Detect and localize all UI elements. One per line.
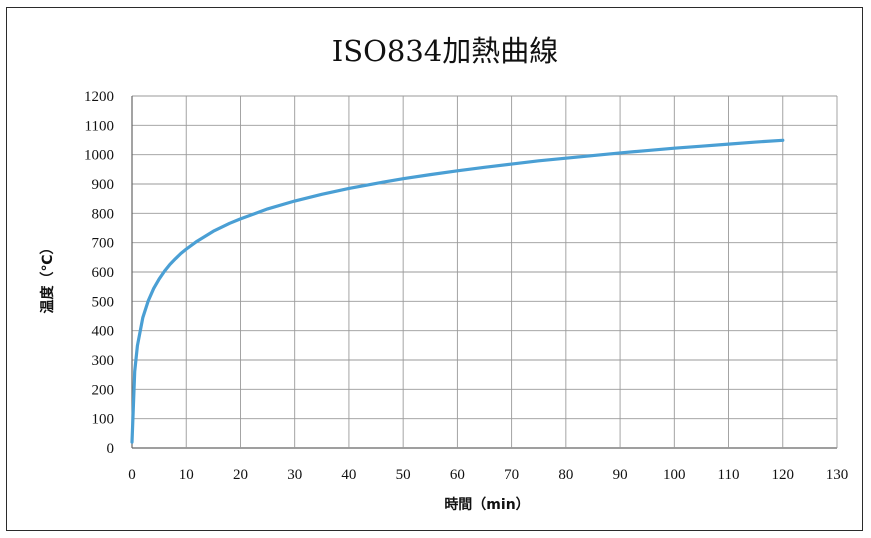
grid-layer [131, 95, 838, 449]
x-tick-labels: 0 10 20 30 40 50 60 70 80 90 100 110 120 130 [128, 467, 848, 483]
chart-title: ISO834加熱曲線 [332, 34, 558, 68]
y-tick-label: 300 [92, 353, 115, 369]
y-axis-label: 温度（℃） [39, 241, 56, 314]
y-tick-label: 600 [92, 265, 115, 281]
series-line [130, 138, 785, 444]
x-tick-label: 20 [233, 467, 248, 483]
x-tick-label: 110 [718, 467, 740, 483]
series-layer [130, 138, 785, 444]
y-tick-label: 700 [92, 236, 115, 252]
x-tick-label: 70 [504, 467, 519, 483]
x-tick-label: 0 [128, 467, 136, 483]
y-tick-labels: 0 100 200 300 400 500 600 700 800 900 1000 1100 1200 [84, 89, 114, 457]
x-tick-label: 10 [179, 467, 194, 483]
x-tick-label: 100 [663, 467, 686, 483]
x-axis-label: 時間（min） [444, 496, 529, 513]
x-tick-label: 120 [772, 467, 795, 483]
chart-frame [6, 7, 863, 531]
x-tick-label: 90 [613, 467, 628, 483]
y-tick-label: 800 [92, 206, 115, 222]
x-tick-label: 130 [826, 467, 849, 483]
y-tick-label: 400 [92, 324, 115, 340]
x-tick-label: 80 [558, 467, 573, 483]
y-tick-label: 500 [92, 294, 115, 310]
x-tick-label: 50 [396, 467, 411, 483]
x-tick-label: 60 [450, 467, 465, 483]
y-tick-label: 100 [92, 412, 115, 428]
y-tick-label: 0 [107, 441, 115, 457]
y-tick-label: 200 [92, 382, 115, 398]
y-tick-label: 1200 [84, 89, 114, 105]
y-tick-label: 1000 [84, 148, 114, 164]
y-tick-label: 1100 [85, 118, 114, 134]
x-tick-label: 40 [341, 467, 356, 483]
x-tick-label: 30 [287, 467, 302, 483]
y-tick-label: 900 [92, 177, 115, 193]
